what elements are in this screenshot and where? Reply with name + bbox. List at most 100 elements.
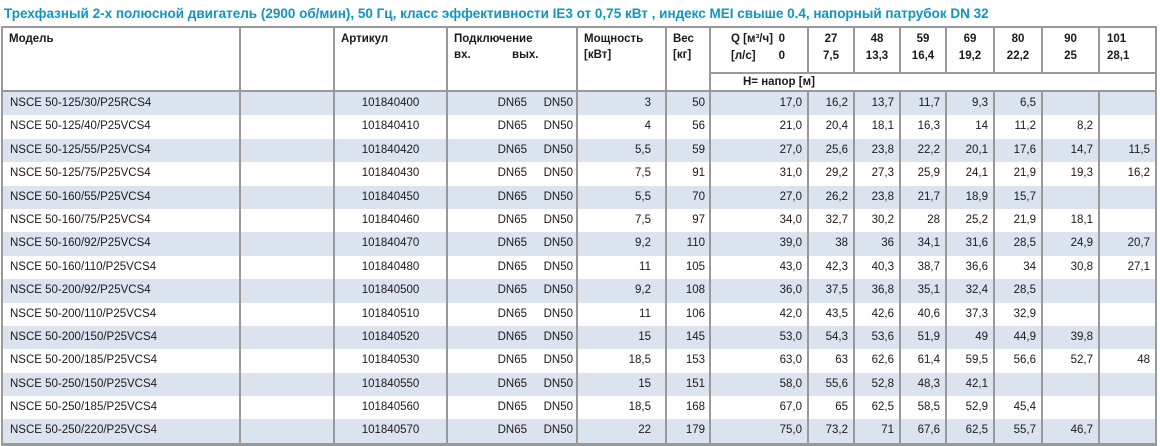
cell-head: 40,6 — [901, 302, 947, 326]
connection-inlet-value: DN65 — [497, 307, 527, 320]
col-header-model: Модель — [3, 28, 241, 90]
cell-head: 46,7 — [1043, 419, 1100, 443]
cell-head — [1100, 92, 1155, 115]
cell-head-q0: 31,0 — [711, 162, 809, 186]
model-text: NSCE 50-160/55/P25VCS4 — [10, 190, 151, 203]
model-text: NSCE 50-125/40/P25VCS4 — [10, 120, 151, 133]
table-row: NSCE 50-250/185/P25VCS4 101840560 DN65 D… — [3, 396, 1155, 420]
cell-weight: 108 — [667, 279, 711, 303]
article-text: 101840450 — [361, 190, 420, 203]
cell-head: 27,3 — [855, 162, 901, 186]
cell-article: 101840420 — [335, 138, 448, 163]
head-units-caption: Н= напор [м] — [743, 76, 815, 88]
cell-head — [1043, 92, 1100, 116]
cell-weight: 106 — [667, 302, 711, 326]
connection-inlet-value: DN65 — [497, 213, 527, 226]
model-text: NSCE 50-160/110/P25VCS4 — [10, 260, 157, 273]
connection-inlet-value: DN65 — [497, 143, 527, 156]
col-header-power: Мощность [кВт] — [578, 28, 667, 90]
cell-weight: 110 — [667, 232, 711, 256]
cell-article: 101840530 — [335, 349, 448, 373]
cell-head: 31,6 — [947, 232, 995, 256]
cell-head: 65 — [809, 396, 855, 420]
cell-image-empty — [241, 185, 335, 209]
cell-article: 101840560 — [335, 396, 448, 420]
cell-weight: 59 — [667, 138, 711, 163]
cell-model: NSCE 50-200/92/P25VCS4 — [3, 279, 241, 303]
flow-m3h-value: 59 — [916, 33, 930, 45]
cell-model: NSCE 50-125/40/P25VCS4 — [3, 115, 241, 139]
flow-header-cell: 27 7,5 — [809, 28, 855, 72]
model-text: NSCE 50-250/150/P25VCS4 — [10, 377, 158, 390]
model-text: NSCE 50-160/75/P25VCS4 — [10, 213, 151, 226]
flow-header-cell: 48 13,3 — [855, 28, 901, 72]
flow-header-cell: 90 25 — [1043, 28, 1100, 72]
cell-head: 21,7 — [901, 185, 947, 209]
cell-head: 14 — [947, 115, 995, 139]
cell-head — [1100, 279, 1155, 302]
cell-head: 6,5 — [995, 92, 1043, 116]
cell-head — [1100, 303, 1155, 326]
cell-power: 11 — [578, 302, 667, 326]
cell-power: 3 — [578, 92, 667, 116]
connection-inlet-value: DN65 — [497, 424, 527, 437]
connection-outlet-value: DN50 — [543, 143, 573, 156]
model-text: NSCE 50-200/92/P25VCS4 — [10, 284, 151, 297]
cell-head: 36,6 — [947, 255, 995, 280]
cell-head-q0: 36,0 — [711, 279, 809, 303]
cell-connection: DN65 DN50 — [448, 325, 578, 350]
article-text: 101840400 — [361, 97, 420, 109]
connection-inlet-value: DN65 — [497, 190, 527, 203]
cell-connection: DN65 DN50 — [448, 396, 578, 420]
col-header-weight: Вес [кг] — [667, 28, 711, 90]
cell-head: 18,1 — [1043, 208, 1100, 233]
cell-head: 25,6 — [809, 138, 855, 163]
cell-weight: 70 — [667, 185, 711, 209]
cell-head: 11,5 — [1128, 143, 1150, 156]
flow-m3h-value: 27 — [824, 33, 838, 45]
article-text: 101840550 — [361, 377, 420, 390]
cell-head-q0: 27,0 — [711, 185, 809, 209]
cell-head: 16,2 — [809, 92, 855, 116]
cell-head — [1100, 396, 1155, 419]
connection-outlet-value: DN50 — [543, 167, 573, 180]
flow-ls-value: 19,2 — [958, 50, 982, 62]
cell-connection: DN65 DN50 — [448, 419, 578, 443]
cell-head — [1043, 396, 1100, 420]
cell-head: 34 — [995, 255, 1043, 280]
cell-weight: 145 — [667, 325, 711, 350]
cell-weight: 153 — [667, 349, 711, 373]
col-header-empty — [241, 28, 335, 90]
cell-power: 9,2 — [578, 279, 667, 303]
connection-inlet-value: DN65 — [497, 120, 527, 133]
connection-outlet-value: DN50 — [543, 120, 573, 133]
cell-head: 37,5 — [809, 279, 855, 303]
cell-article: 101840570 — [335, 419, 448, 443]
connection-outlet-value: DN50 — [543, 190, 573, 203]
flow-ls-value: 28,1 — [1107, 50, 1130, 62]
cell-head: 71 — [855, 419, 901, 443]
pump-spec-table: Модель Артикул Подключение вх. вых. Мощн… — [1, 26, 1157, 446]
cell-head: 27,1 — [1127, 260, 1150, 273]
cell-head: 24,9 — [1043, 232, 1100, 256]
cell-image-empty — [241, 255, 335, 280]
cell-head: 11,7 — [901, 92, 947, 116]
cell-head: 42,3 — [809, 255, 855, 280]
col-header-model-label: Модель — [9, 33, 54, 45]
table-row: NSCE 50-125/40/P25VCS4 101840410 DN65 DN… — [3, 115, 1155, 139]
col-header-article: Артикул — [335, 28, 448, 90]
cell-head: 36 — [855, 232, 901, 256]
cell-connection: DN65 DN50 — [448, 162, 578, 186]
cell-head: 48 — [1137, 354, 1150, 367]
cell-head: 17,6 — [995, 138, 1043, 163]
connection-outlet-value: DN50 — [543, 213, 573, 226]
cell-head: 51,9 — [901, 325, 947, 350]
connection-outlet-value: DN50 — [543, 260, 573, 273]
cell-head: 62,6 — [855, 349, 901, 373]
cell-head: 18,9 — [947, 185, 995, 209]
connection-outlet-value: DN50 — [543, 237, 573, 250]
cell-head: 73,2 — [809, 419, 855, 443]
cell-weight: 105 — [667, 255, 711, 280]
cell-head-q0: 75,0 — [711, 419, 809, 443]
model-text: NSCE 50-160/92/P25VCS4 — [10, 237, 151, 250]
